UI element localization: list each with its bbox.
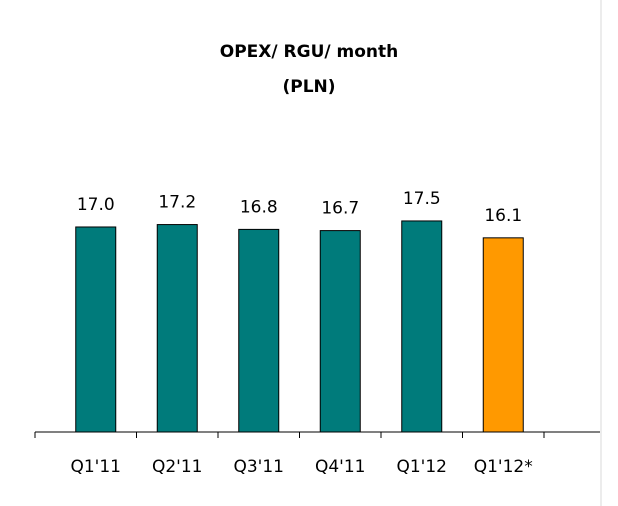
x-tick-label: Q4'11 [315,457,366,477]
bar [156,224,198,433]
value-label: 17.0 [77,195,115,215]
value-label: 17.5 [403,189,441,209]
bar [401,220,443,433]
x-tick-label: Q1'11 [70,457,121,477]
bar [75,226,117,433]
value-label: 17.2 [158,193,196,213]
x-tick-label: Q3'11 [233,457,284,477]
chart-title: OPEX/ RGU/ month [220,42,398,62]
bar [482,237,524,433]
x-tick-label: Q1'12* [474,457,533,477]
value-label: 16.7 [321,199,359,219]
x-tick-label: Q1'12 [396,457,447,477]
value-label: 16.8 [240,197,278,217]
bar [238,228,280,433]
chart-subtitle: (PLN) [282,77,335,97]
x-tick-label: Q2'11 [152,457,203,477]
bar [319,230,361,433]
value-label: 16.1 [484,206,522,226]
